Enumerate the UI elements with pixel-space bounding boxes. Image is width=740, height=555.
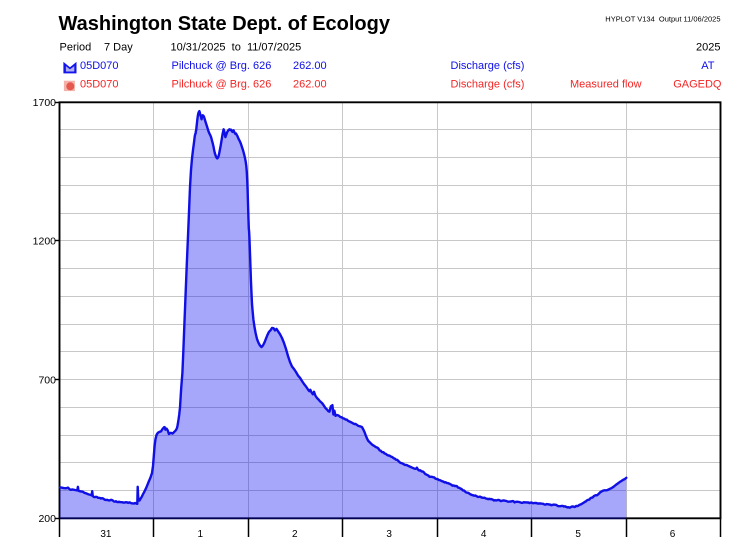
svg-text:Discharge (cfs): Discharge (cfs) <box>451 79 525 91</box>
svg-text:HYPLOT V134 Output 11/06/2025: HYPLOT V134 Output 11/06/2025 <box>605 15 720 24</box>
svg-text:Pilchuck @ Brg. 626: Pilchuck @ Brg. 626 <box>172 79 272 91</box>
svg-text:4: 4 <box>481 529 487 540</box>
svg-text:05D070: 05D070 <box>80 60 119 72</box>
svg-text:262.00: 262.00 <box>293 60 327 72</box>
svg-text:262.00: 262.00 <box>293 79 327 91</box>
svg-text:Washington State Dept. of Ecol: Washington State Dept. of Ecology <box>59 13 391 35</box>
svg-text:Measured flow: Measured flow <box>570 79 642 91</box>
svg-text:Discharge (cfs): Discharge (cfs) <box>451 60 525 72</box>
svg-text:5: 5 <box>575 529 581 540</box>
svg-text:7 Day: 7 Day <box>104 42 133 54</box>
svg-text:1200: 1200 <box>33 236 57 248</box>
svg-text:31: 31 <box>100 529 112 540</box>
svg-text:AT: AT <box>701 60 715 72</box>
svg-text:GAGEDQ: GAGEDQ <box>673 79 722 91</box>
svg-text:2: 2 <box>292 529 298 540</box>
svg-text:700: 700 <box>38 374 56 386</box>
svg-text:1: 1 <box>198 529 204 540</box>
svg-text:3: 3 <box>386 529 392 540</box>
svg-text:05D070: 05D070 <box>80 79 119 91</box>
svg-text:200: 200 <box>38 513 56 525</box>
svg-text:2025: 2025 <box>696 42 720 54</box>
svg-text:10/31/2025 to 11/07/2025: 10/31/2025 to 11/07/2025 <box>171 42 302 54</box>
svg-text:Period: Period <box>60 42 92 54</box>
svg-text:1700: 1700 <box>33 97 57 109</box>
svg-text:6: 6 <box>670 529 676 540</box>
svg-text:Pilchuck @ Brg. 626: Pilchuck @ Brg. 626 <box>172 60 272 72</box>
